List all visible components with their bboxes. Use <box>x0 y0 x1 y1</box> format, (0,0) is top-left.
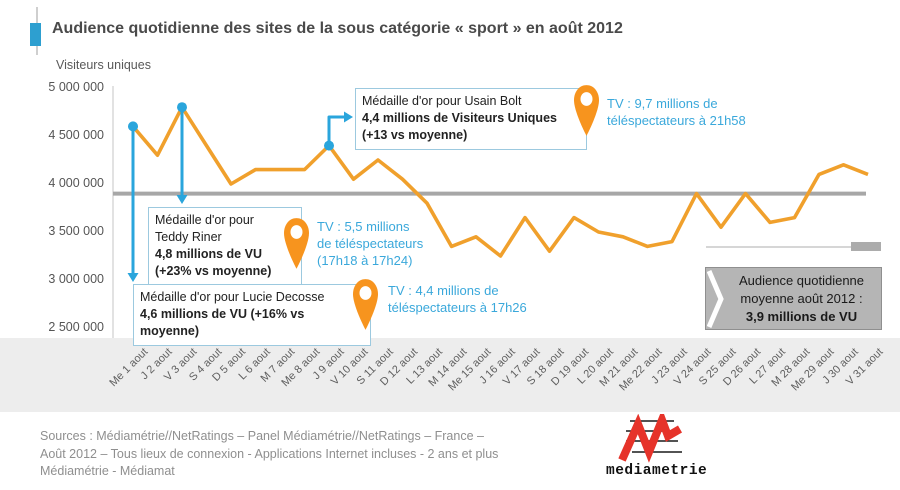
y-axis-tick-label: 5 000 000 <box>48 80 104 94</box>
sources-line: Août 2012 – Tous lieux de connexion - Ap… <box>40 446 499 461</box>
callout-text: Teddy Riner <box>155 230 222 244</box>
data-point-marker-riner <box>177 102 187 113</box>
callout-lucie-decosse: Médaille d'or pour Lucie Decosse 4,6 mil… <box>133 284 371 346</box>
callout-teddy-riner: Médaille d'or pour Teddy Riner 4,8 milli… <box>148 207 302 286</box>
y-axis-tick-label: 4 000 000 <box>48 176 104 190</box>
tv-note-text: de téléspectateurs <box>317 236 424 251</box>
annotation-arrow-bolt <box>327 115 345 146</box>
data-point-marker-decosse <box>128 121 138 132</box>
mediametrie-logo-icon <box>618 414 683 463</box>
callout-text: 4,6 millions de VU (+16% vs <box>140 307 305 321</box>
arrowhead-icon <box>127 273 139 282</box>
tv-note-text: (17h18 à 17h24) <box>317 253 413 268</box>
chevron-notch-icon <box>707 270 724 328</box>
audience-series-line <box>131 105 869 258</box>
arrowhead-icon <box>344 111 353 123</box>
gold-medal-pin-icon <box>574 85 599 136</box>
sources-line: Sources : Médiamétrie//NetRatings – Pane… <box>40 429 484 443</box>
gold-medal-pin-icon <box>353 279 378 330</box>
x-axis-band <box>0 338 900 412</box>
sources-line: Médiamétrie - Médiamat <box>40 464 175 478</box>
tv-note-text: téléspectateurs à 21h58 <box>607 113 746 128</box>
gold-medal-pin-icon <box>284 218 309 269</box>
tv-note-decosse: TV : 4,4 millions de téléspectateurs à 1… <box>388 282 527 316</box>
title-accent-bar <box>30 23 41 46</box>
callout-text: (+13 vs moyenne) <box>362 128 468 142</box>
callout-text: 4,4 millions de Visiteurs Uniques <box>362 111 557 125</box>
y-axis-tick-label: 4 500 000 <box>48 128 104 142</box>
page-title: Audience quotidienne des sites de la sou… <box>52 20 623 37</box>
sources-note: Sources : Médiamétrie//NetRatings – Pane… <box>40 428 498 481</box>
callout-text: moyenne) <box>140 324 200 338</box>
tv-note-text: TV : 5,5 millions <box>317 219 410 234</box>
callout-text: (+23% vs moyenne) <box>155 264 272 278</box>
callout-text: Médaille d'or pour <box>155 213 254 227</box>
average-box-text: moyenne août 2012 : <box>740 291 863 306</box>
tv-note-bolt: TV : 9,7 millions de téléspectateurs à 2… <box>607 95 746 129</box>
y-axis-tick-label: 2 500 000 <box>48 320 104 334</box>
average-legend-cap <box>851 242 881 251</box>
data-point-marker-bolt <box>324 140 334 151</box>
average-audience-box: Audience quotidienne moyenne août 2012 :… <box>705 267 882 330</box>
callout-text: Médaille d'or pour Usain Bolt <box>362 94 522 108</box>
arrowhead-icon <box>176 195 188 204</box>
average-box-value: 3,9 millions de VU <box>745 309 858 324</box>
average-legend-line <box>706 246 864 248</box>
tv-note-text: téléspectateurs à 17h26 <box>388 300 527 315</box>
logo-wordmark: mediametrie <box>606 463 708 479</box>
tv-note-riner: TV : 5,5 millions de téléspectateurs (17… <box>317 218 423 269</box>
y-axis-tick-label: 3 500 000 <box>48 224 104 238</box>
tv-note-text: TV : 4,4 millions de <box>388 283 499 298</box>
tv-note-text: TV : 9,7 millions de <box>607 96 718 111</box>
y-axis-title: Visiteurs uniques <box>56 58 151 72</box>
callout-text: Médaille d'or pour Lucie Decosse <box>140 290 325 304</box>
mediametrie-logo: mediametrie <box>604 412 714 484</box>
callout-text: 4,8 millions de VU <box>155 247 262 261</box>
average-box-text: Audience quotidienne <box>738 273 865 288</box>
y-axis-tick-label: 3 000 000 <box>48 272 104 286</box>
callout-usain-bolt: Médaille d'or pour Usain Bolt 4,4 millio… <box>355 88 587 150</box>
